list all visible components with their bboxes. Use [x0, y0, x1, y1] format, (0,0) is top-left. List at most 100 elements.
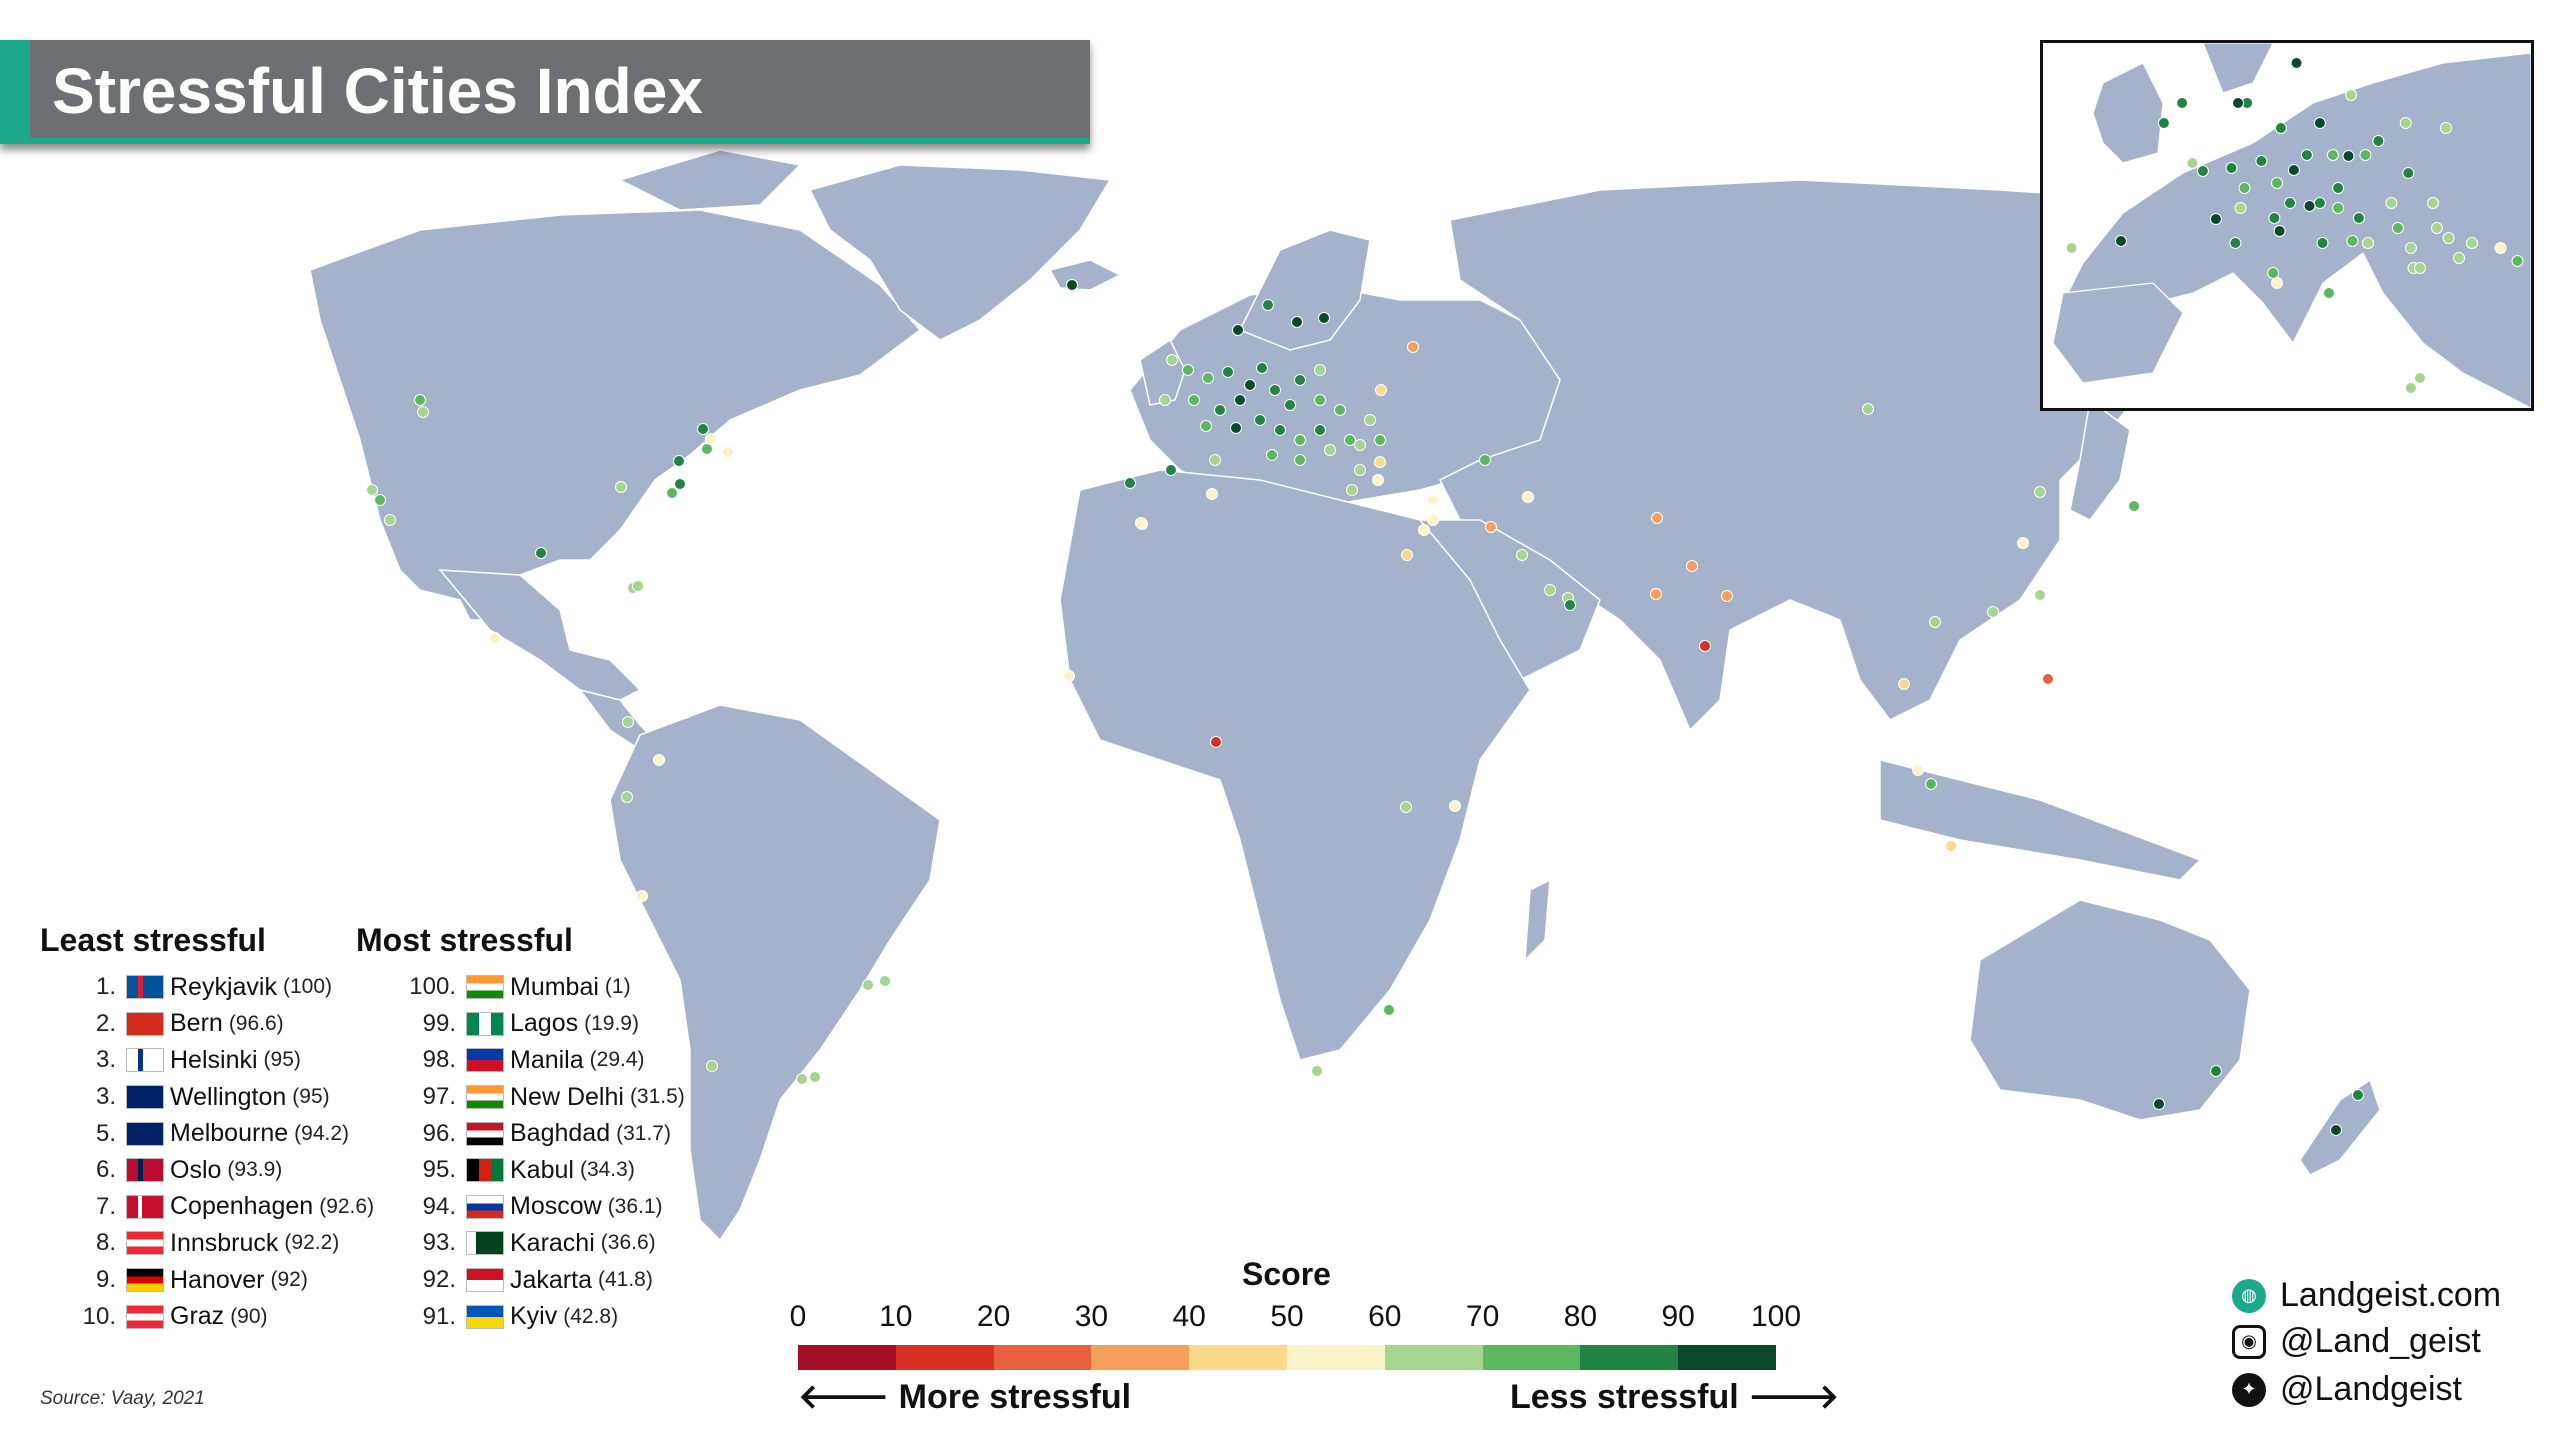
most-stressful-row: 93. Karachi (36.6)	[356, 1225, 685, 1262]
city-marker	[1544, 584, 1556, 596]
inset-city-marker	[2232, 97, 2244, 109]
city-marker	[1383, 1004, 1395, 1016]
inset-city-marker	[2115, 235, 2127, 247]
city-name: Innsbruck	[170, 1228, 279, 1257]
city-marker	[1210, 736, 1222, 748]
city-name: Lagos	[510, 1009, 579, 1038]
rank-number: 91.	[422, 1302, 456, 1330]
ukraine-flag	[466, 1304, 504, 1329]
instagram-link[interactable]: ◉ @Land_geist	[2232, 1322, 2481, 1361]
city-marker	[374, 494, 386, 506]
inset-city-marker	[2300, 149, 2313, 161]
inset-city-marker	[2323, 287, 2335, 299]
inset-city-marker	[2385, 197, 2398, 209]
most-stressful-heading: Most stressful	[356, 922, 573, 958]
city-score: (31.5)	[629, 1085, 685, 1109]
most-stressful-list: Most stressful 100. Mumbai (1) 99. Lagos (19.…	[356, 922, 685, 1335]
city-marker	[632, 580, 644, 592]
instagram-icon: ◉	[2232, 1324, 2266, 1359]
city-marker	[1230, 422, 1242, 434]
city-name: Karachi	[510, 1228, 595, 1257]
city-marker	[621, 791, 633, 803]
india-flag	[466, 975, 504, 1000]
city-marker	[1294, 454, 1306, 466]
scale-tick: 50	[1270, 1300, 1304, 1333]
rank-number: 93.	[422, 1229, 456, 1257]
least-stressful-row: 5. Melbourne (94.2)	[40, 1115, 374, 1152]
city-score: (42.8)	[563, 1304, 619, 1328]
city-marker	[1234, 394, 1246, 406]
city-marker	[706, 1060, 718, 1072]
arrow-right-icon: 🡒	[1738, 1378, 1840, 1416]
city-score: (95)	[292, 1085, 330, 1109]
rank-number: 97.	[422, 1083, 456, 1111]
city-score: (36.6)	[600, 1231, 656, 1255]
city-marker	[2153, 1098, 2165, 1110]
city-name: Helsinki	[170, 1045, 258, 1074]
city-marker	[1374, 456, 1386, 468]
city-name: Bern	[170, 1009, 223, 1038]
city-marker	[1479, 454, 1491, 466]
scale-segment	[1286, 1345, 1385, 1370]
switzerland-flag	[126, 1011, 164, 1036]
inset-city-marker	[2414, 262, 2426, 274]
city-marker	[1291, 316, 1303, 328]
city-marker	[1564, 599, 1576, 611]
city-marker	[1269, 384, 1281, 396]
nigeria-flag	[466, 1011, 504, 1036]
city-score: (94.2)	[294, 1121, 349, 1145]
iceland-land	[1048, 259, 1122, 291]
city-marker	[1232, 324, 1244, 336]
inset-city-marker	[2267, 267, 2280, 279]
most-stressful-row: 94. Moscow (36.1)	[356, 1189, 685, 1226]
rank-number: 3.	[95, 1046, 116, 1074]
city-score: (100)	[282, 975, 333, 999]
color-scale-bar	[798, 1345, 1776, 1370]
arrow-left-icon: 🡐	[798, 1378, 899, 1416]
scale-tick: 40	[1172, 1300, 1206, 1333]
most-stressful-row: 98. Manila (29.4)	[356, 1042, 685, 1079]
page-title: Stressful Cities Index	[52, 55, 703, 127]
city-marker	[2034, 486, 2046, 498]
city-marker	[1407, 341, 1419, 353]
inset-city-marker	[2196, 165, 2209, 177]
japan-land	[2069, 398, 2131, 521]
city-score: (29.4)	[589, 1048, 645, 1072]
website-link[interactable]: ◍ Landgeist.com	[2232, 1276, 2501, 1315]
inset-city-marker	[2427, 197, 2439, 209]
city-marker	[2017, 537, 2029, 549]
inset-city-marker	[2065, 242, 2078, 254]
city-marker	[1427, 514, 1439, 526]
city-marker	[1314, 364, 1326, 376]
most-stressful-row: 100. Mumbai (1)	[356, 969, 685, 1006]
inset-city-marker	[2362, 237, 2374, 249]
city-marker	[674, 478, 686, 490]
scale-segment	[1189, 1345, 1287, 1370]
denmark-flag	[126, 1194, 164, 1219]
inset-city-marker	[2345, 89, 2358, 101]
scale-tick: 100	[1750, 1300, 1802, 1333]
title-accent	[0, 40, 30, 144]
city-marker	[2210, 1065, 2222, 1077]
title-bar: Stressful Cities Index	[0, 40, 1090, 144]
city-score: (41.8)	[597, 1268, 653, 1292]
city-name: Melbourne	[170, 1119, 289, 1148]
rank-number: 1.	[95, 973, 116, 1001]
city-marker	[1318, 312, 1330, 324]
most-stressful-row: 97. New Delhi (31.5)	[356, 1079, 685, 1116]
city-marker	[1254, 414, 1266, 426]
city-name: Mumbai	[510, 972, 599, 1001]
twitter-link[interactable]: ✦ @Landgeist	[2232, 1370, 2462, 1409]
city-marker	[636, 890, 648, 902]
city-marker	[1987, 606, 1999, 618]
inset-city-marker	[2303, 200, 2316, 212]
city-marker	[1166, 354, 1178, 366]
inset-city-marker	[2391, 222, 2404, 234]
city-marker	[1427, 494, 1439, 506]
city-name: Kyiv	[510, 1302, 558, 1331]
austria-flag	[126, 1231, 164, 1256]
inset-city-marker	[2494, 242, 2507, 254]
germany-flag	[126, 1268, 164, 1293]
scandinavia-land	[1238, 229, 1371, 351]
city-marker	[1244, 379, 1256, 391]
